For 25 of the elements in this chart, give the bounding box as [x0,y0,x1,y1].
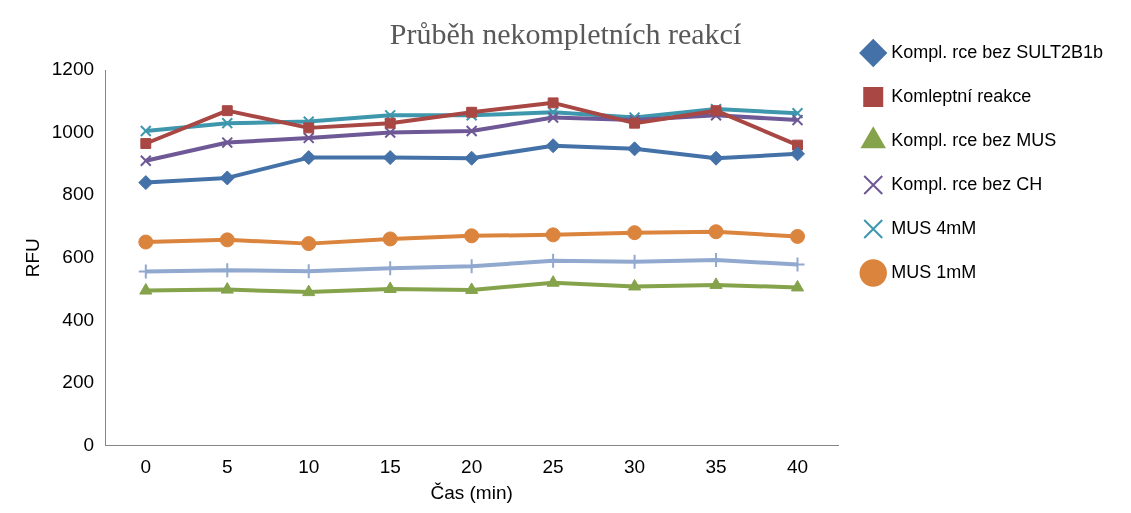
y-tick-label: 800 [62,183,95,205]
x-axis-title: Čas (min) [430,481,513,503]
y-tick-label: 1000 [51,120,95,142]
legend-label: Kompl. rce bez SULT2B1b [891,41,1103,62]
x-tick-label: 35 [705,456,727,478]
legend-label: Kompl. rce bez CH [891,173,1043,194]
x-tick-label: 20 [461,456,483,478]
x-tick-label: 0 [140,456,152,478]
x-tick-label: 25 [542,456,564,478]
y-tick-label: 400 [62,308,95,330]
legend-label: Kompl. rce bez MUS [891,129,1057,150]
x-tick-label: 15 [379,456,401,478]
legend-label: MUS 4mM [891,217,977,238]
x-tick-label: 10 [298,456,320,478]
chart-title: Průběh nekompletních reakcí [389,16,742,50]
y-axis-title: RFU [21,238,43,278]
y-tick-label: 200 [62,371,95,393]
y-tick-label: 1200 [51,58,95,80]
y-tick-label: 0 [83,433,95,455]
x-tick-label: 30 [624,456,646,478]
legend-label: MUS 1mM [891,261,977,282]
legend-label: Komleptní reakce [891,85,1032,106]
x-tick-label: 40 [786,456,809,478]
x-tick-label: 5 [221,456,233,478]
y-tick-label: 600 [62,245,95,267]
